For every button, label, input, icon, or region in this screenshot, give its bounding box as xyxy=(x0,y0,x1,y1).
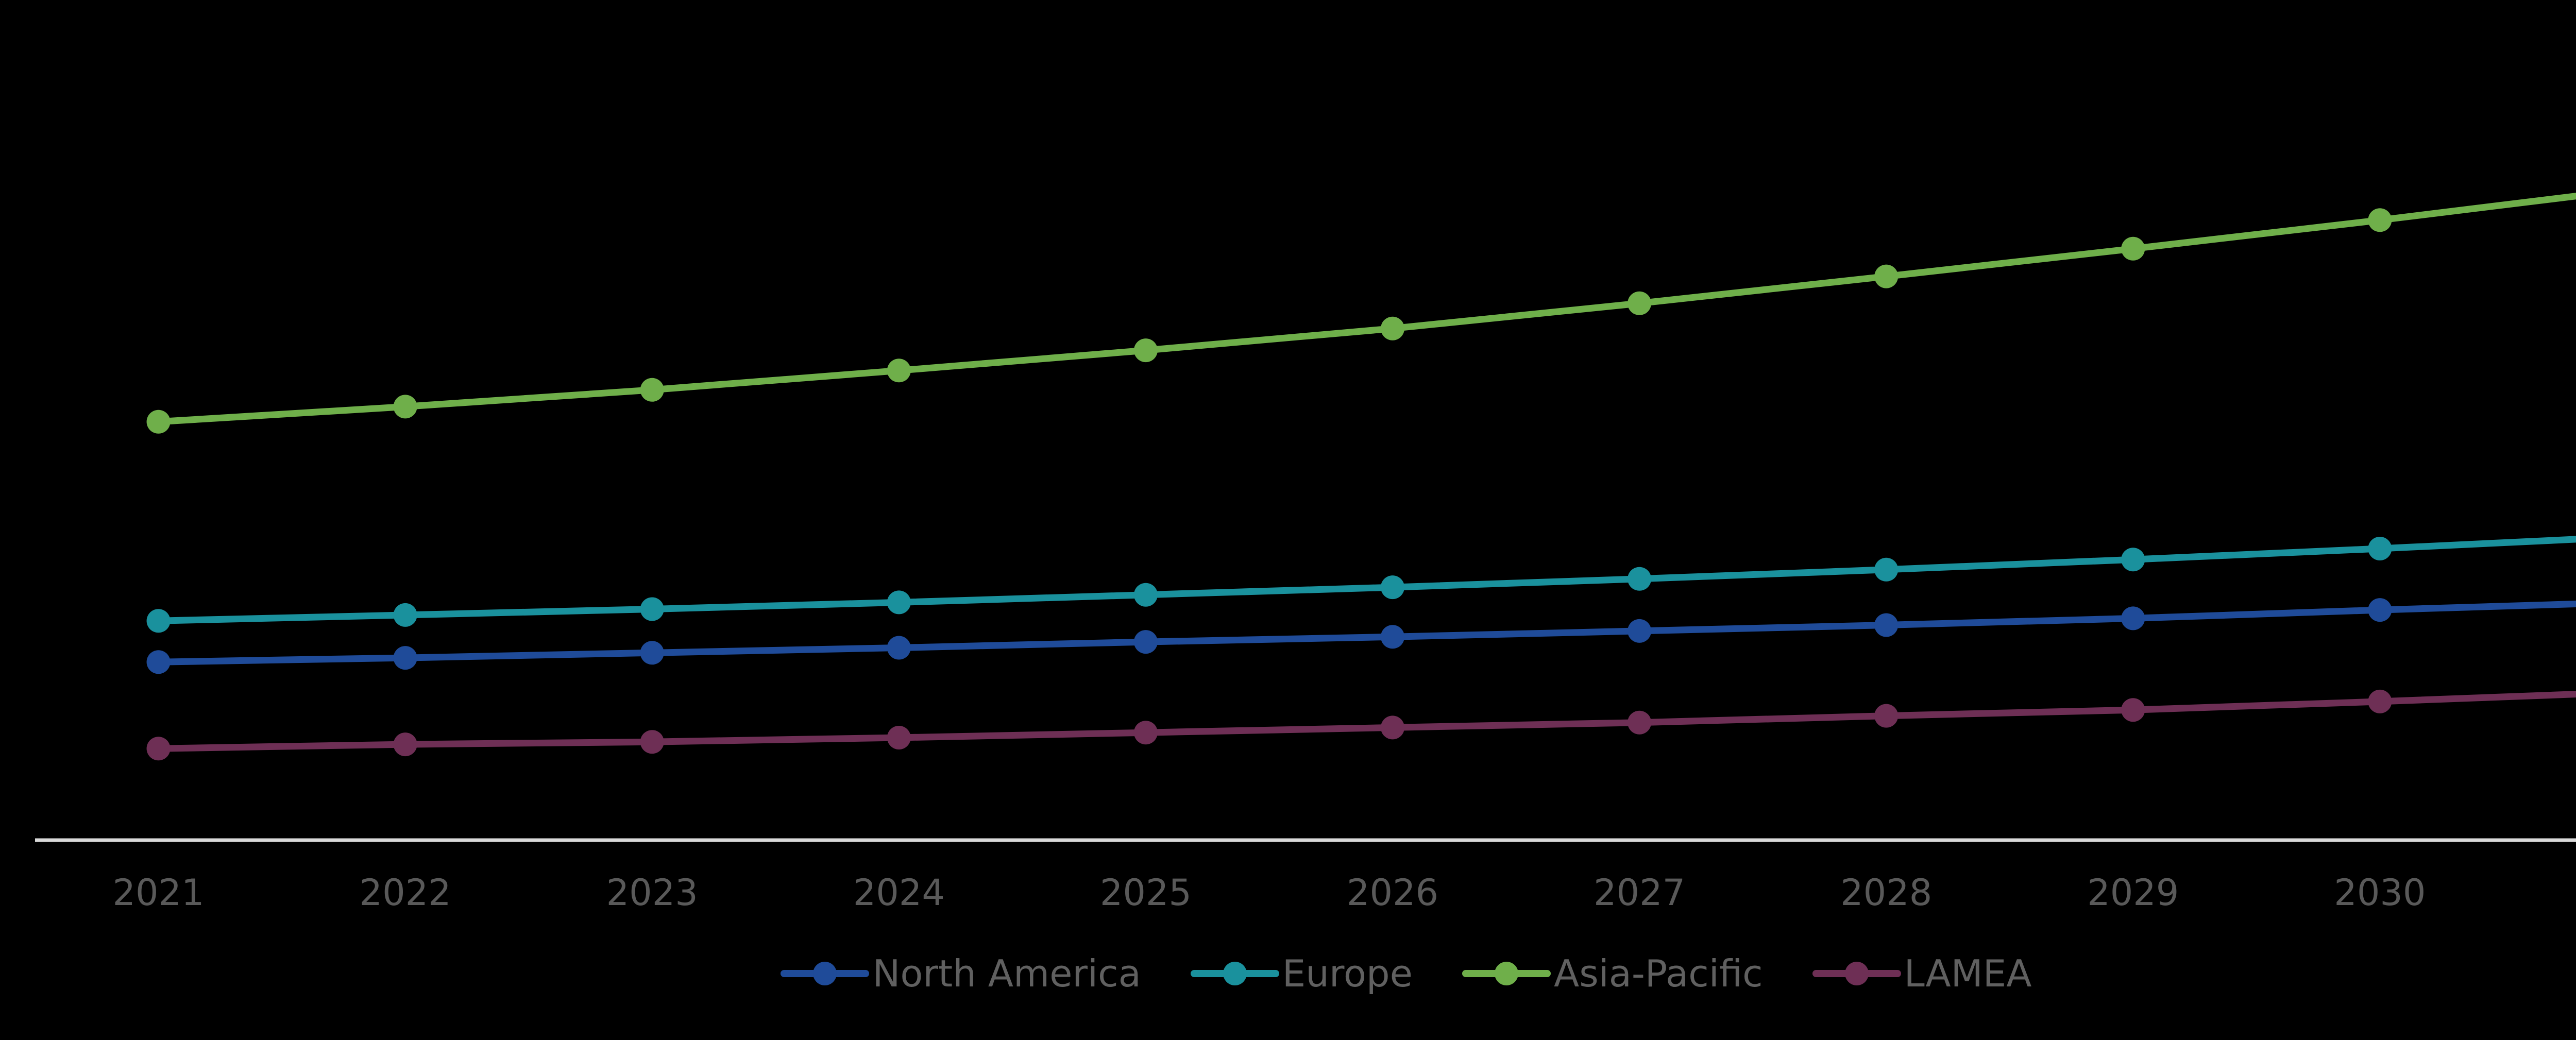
data-point-europe-2023 xyxy=(640,597,664,621)
data-point-europe-2024 xyxy=(887,590,911,615)
x-axis-label-2021: 2021 xyxy=(112,872,204,914)
data-point-north-america-2029 xyxy=(2121,606,2145,630)
legend-marker-icon xyxy=(1462,962,1551,985)
legend-marker-icon xyxy=(781,962,870,985)
data-point-europe-2026 xyxy=(1381,575,1404,600)
data-point-asia-pacific-2030 xyxy=(2368,208,2392,232)
data-point-asia-pacific-2024 xyxy=(887,359,911,383)
series-line-lamea xyxy=(155,691,2576,752)
data-point-asia-pacific-2028 xyxy=(1874,264,1899,288)
x-axis-label-2029: 2029 xyxy=(2087,872,2179,914)
data-point-europe-2029 xyxy=(2121,548,2145,572)
data-point-lamea-2021 xyxy=(146,737,171,761)
legend-item-lamea: LAMEA xyxy=(1812,952,2032,995)
data-point-europe-2028 xyxy=(1874,557,1899,582)
data-point-north-america-2030 xyxy=(2368,598,2392,622)
data-point-lamea-2022 xyxy=(393,732,417,757)
x-axis-label-2022: 2022 xyxy=(360,872,451,914)
legend-item-asia-pacific: Asia-Pacific xyxy=(1462,952,1763,995)
data-point-lamea-2025 xyxy=(1133,721,1158,745)
x-axis-label-2028: 2028 xyxy=(1840,872,1932,914)
data-point-asia-pacific-2026 xyxy=(1381,316,1404,340)
data-point-lamea-2028 xyxy=(1874,704,1899,728)
x-axis-label-2027: 2027 xyxy=(1594,872,1685,914)
x-axis-label-2026: 2026 xyxy=(1347,872,1438,914)
data-point-europe-2021 xyxy=(146,609,171,633)
data-point-lamea-2029 xyxy=(2121,698,2145,722)
x-axis-label-2030: 2030 xyxy=(2334,872,2426,914)
legend-label: Europe xyxy=(1282,952,1413,995)
legend-label: Asia-Pacific xyxy=(1553,952,1763,995)
legend-marker-icon xyxy=(1190,962,1279,985)
series-line-asia-pacific xyxy=(155,193,2576,425)
data-point-north-america-2022 xyxy=(393,646,417,670)
data-point-lamea-2024 xyxy=(887,726,911,749)
data-point-asia-pacific-2023 xyxy=(640,378,664,402)
data-point-north-america-2024 xyxy=(887,636,911,660)
series-line-europe xyxy=(155,536,2576,624)
data-point-lamea-2026 xyxy=(1381,715,1404,740)
x-axis-label-2024: 2024 xyxy=(853,872,945,914)
data-point-north-america-2027 xyxy=(1628,619,1652,643)
data-point-europe-2030 xyxy=(2368,537,2392,560)
data-point-asia-pacific-2021 xyxy=(146,410,171,434)
legend-label: North America xyxy=(872,952,1141,995)
data-point-europe-2025 xyxy=(1133,583,1158,607)
legend-item-europe: Europe xyxy=(1190,952,1413,995)
data-point-north-america-2023 xyxy=(640,641,664,665)
legend-marker-icon xyxy=(1812,962,1901,985)
legend-label: LAMEA xyxy=(1904,952,2032,995)
data-point-lamea-2030 xyxy=(2368,689,2392,713)
data-point-north-america-2021 xyxy=(146,650,171,674)
data-point-lamea-2027 xyxy=(1628,710,1652,735)
data-point-asia-pacific-2025 xyxy=(1133,338,1158,363)
data-point-lamea-2023 xyxy=(640,730,664,754)
legend-item-north-america: North America xyxy=(781,952,1141,995)
data-point-asia-pacific-2027 xyxy=(1628,291,1652,315)
data-point-north-america-2028 xyxy=(1874,613,1899,637)
data-point-asia-pacific-2029 xyxy=(2121,236,2145,261)
data-point-asia-pacific-2022 xyxy=(393,395,417,419)
x-axis-label-2023: 2023 xyxy=(606,872,698,914)
data-point-europe-2027 xyxy=(1628,567,1652,591)
chart-legend: North America Europe Asia-Pacific LAMEA xyxy=(0,952,2576,995)
data-point-north-america-2026 xyxy=(1381,625,1404,649)
data-point-europe-2022 xyxy=(393,603,417,627)
data-point-north-america-2025 xyxy=(1133,630,1158,654)
x-axis-label-2025: 2025 xyxy=(1100,872,1192,914)
